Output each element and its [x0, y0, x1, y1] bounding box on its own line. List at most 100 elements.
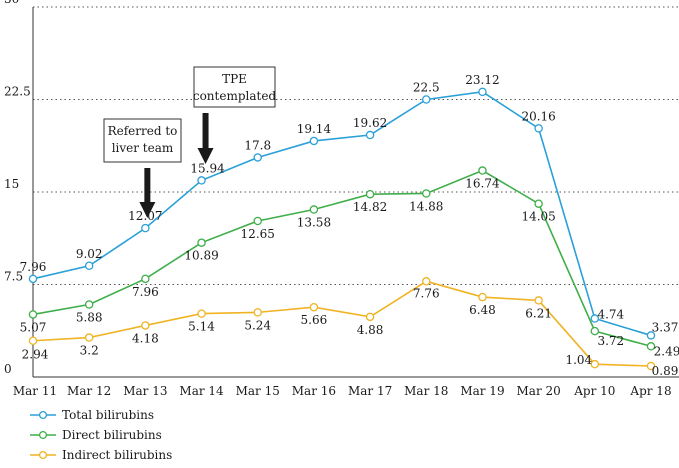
legend: Total bilirubins Direct bilirubins Indirec…	[30, 408, 172, 462]
annotation-box	[103, 118, 182, 163]
x-tick-labels: Mar 11 Mar 12 Mar 13 Mar 14 Mar 15 Mar 16 Mar …	[13, 384, 672, 398]
data-label: 1.04	[565, 353, 592, 367]
data-point	[197, 309, 206, 318]
y-tick-label: 7.5	[4, 270, 23, 284]
data-point	[422, 95, 431, 104]
data-label: 20.16	[521, 109, 555, 123]
data-point	[534, 199, 543, 208]
data-label: 7.96	[132, 285, 159, 299]
y-tick-label: 0	[4, 362, 12, 376]
legend-swatch-marker	[38, 410, 48, 420]
data-label: 19.62	[353, 116, 387, 130]
data-point	[478, 166, 487, 175]
series-line	[32, 91, 652, 337]
data-label: 2.49	[654, 344, 679, 358]
data-point	[309, 302, 319, 312]
data-label: 4.18	[132, 331, 159, 345]
data-point	[309, 205, 319, 214]
legend-swatch-marker	[38, 450, 48, 460]
data-label: 0.89	[652, 364, 679, 378]
data-point	[646, 361, 656, 371]
x-tick-label: Mar 15	[236, 384, 280, 398]
data-point	[28, 336, 38, 345]
data-point	[141, 321, 150, 330]
data-point	[590, 326, 600, 336]
arrow-head-icon	[139, 202, 156, 218]
data-label: 7.76	[413, 286, 440, 300]
annotation-text: Referred to	[108, 124, 178, 138]
data-label: 5.88	[76, 310, 103, 324]
data-point	[590, 314, 600, 323]
data-label: 5.07	[20, 320, 47, 334]
annotations: Referred to liver team TPE contemplated	[103, 66, 276, 218]
arrow-head-icon	[197, 148, 214, 164]
data-point	[422, 189, 431, 198]
data-point	[309, 136, 319, 146]
data-point	[84, 300, 94, 309]
y-tick-label: 22.5	[4, 85, 31, 99]
x-tick-label: Mar 11	[13, 384, 57, 398]
legend-swatch-marker	[38, 430, 48, 440]
y-tick-labels: 0 7.5 15 22.5 30	[4, 0, 31, 376]
data-point	[141, 223, 150, 233]
series	[28, 87, 656, 371]
annotation-0: Referred to liver team	[103, 118, 182, 218]
series-line	[32, 280, 652, 367]
data-point	[534, 124, 543, 133]
legend-label: Indirect bilirubins	[62, 448, 172, 462]
data-point	[534, 296, 543, 305]
data-point	[28, 310, 38, 319]
x-tick-label: Mar 17	[348, 384, 392, 398]
data-point	[253, 216, 262, 226]
data-label: 4.74	[597, 308, 624, 322]
data-point	[84, 261, 94, 271]
data-label: 17.8	[244, 138, 271, 152]
series-0	[28, 87, 656, 340]
legend-item: Total bilirubins	[30, 408, 154, 422]
legend-label: Direct bilirubins	[62, 428, 162, 442]
data-label: 14.88	[409, 199, 443, 213]
y-tick-label: 15	[4, 177, 19, 191]
data-label: 9.02	[76, 247, 103, 261]
data-point	[646, 342, 656, 351]
series-2	[28, 277, 656, 371]
data-label: 23.12	[465, 73, 499, 87]
x-tick-label: Apr 10	[573, 384, 615, 398]
data-label: 5.14	[188, 320, 215, 334]
data-point	[365, 312, 375, 322]
x-tick-label: Mar 14	[179, 384, 224, 398]
data-label: 12.07	[128, 209, 162, 223]
data-label: 3.37	[652, 320, 679, 334]
series-line	[32, 169, 652, 348]
annotation-box	[193, 66, 276, 108]
data-label: 4.88	[357, 323, 384, 337]
data-point	[365, 189, 375, 199]
data-point	[478, 292, 487, 302]
data-label: 6.48	[469, 303, 496, 317]
data-label: 3.2	[80, 344, 99, 358]
data-point	[197, 238, 206, 247]
data-label: 14.05	[521, 210, 555, 224]
x-tick-label: Apr 18	[629, 384, 671, 398]
data-point	[422, 277, 431, 286]
annotation-text: TPE	[222, 72, 247, 86]
data-label: 5.66	[301, 313, 328, 327]
data-point	[84, 333, 94, 342]
data-point	[478, 87, 487, 97]
legend-label: Total bilirubins	[62, 408, 154, 422]
legend-item: Direct bilirubins	[30, 428, 162, 442]
x-tick-label: Mar 12	[67, 384, 111, 398]
data-label: 10.89	[184, 249, 218, 263]
data-label: 3.72	[597, 334, 624, 348]
x-tick-label: Mar 16	[292, 384, 336, 398]
x-tick-label: Mar 20	[517, 384, 561, 398]
data-label: 19.14	[297, 122, 332, 136]
legend-item: Indirect bilirubins	[30, 448, 172, 462]
annotation-text: liver team	[112, 141, 174, 155]
data-label: 14.82	[353, 200, 387, 214]
data-label: 12.65	[241, 227, 275, 241]
data-label: 22.5	[413, 81, 440, 95]
data-point	[141, 274, 150, 284]
data-label: 16.74	[465, 177, 500, 191]
